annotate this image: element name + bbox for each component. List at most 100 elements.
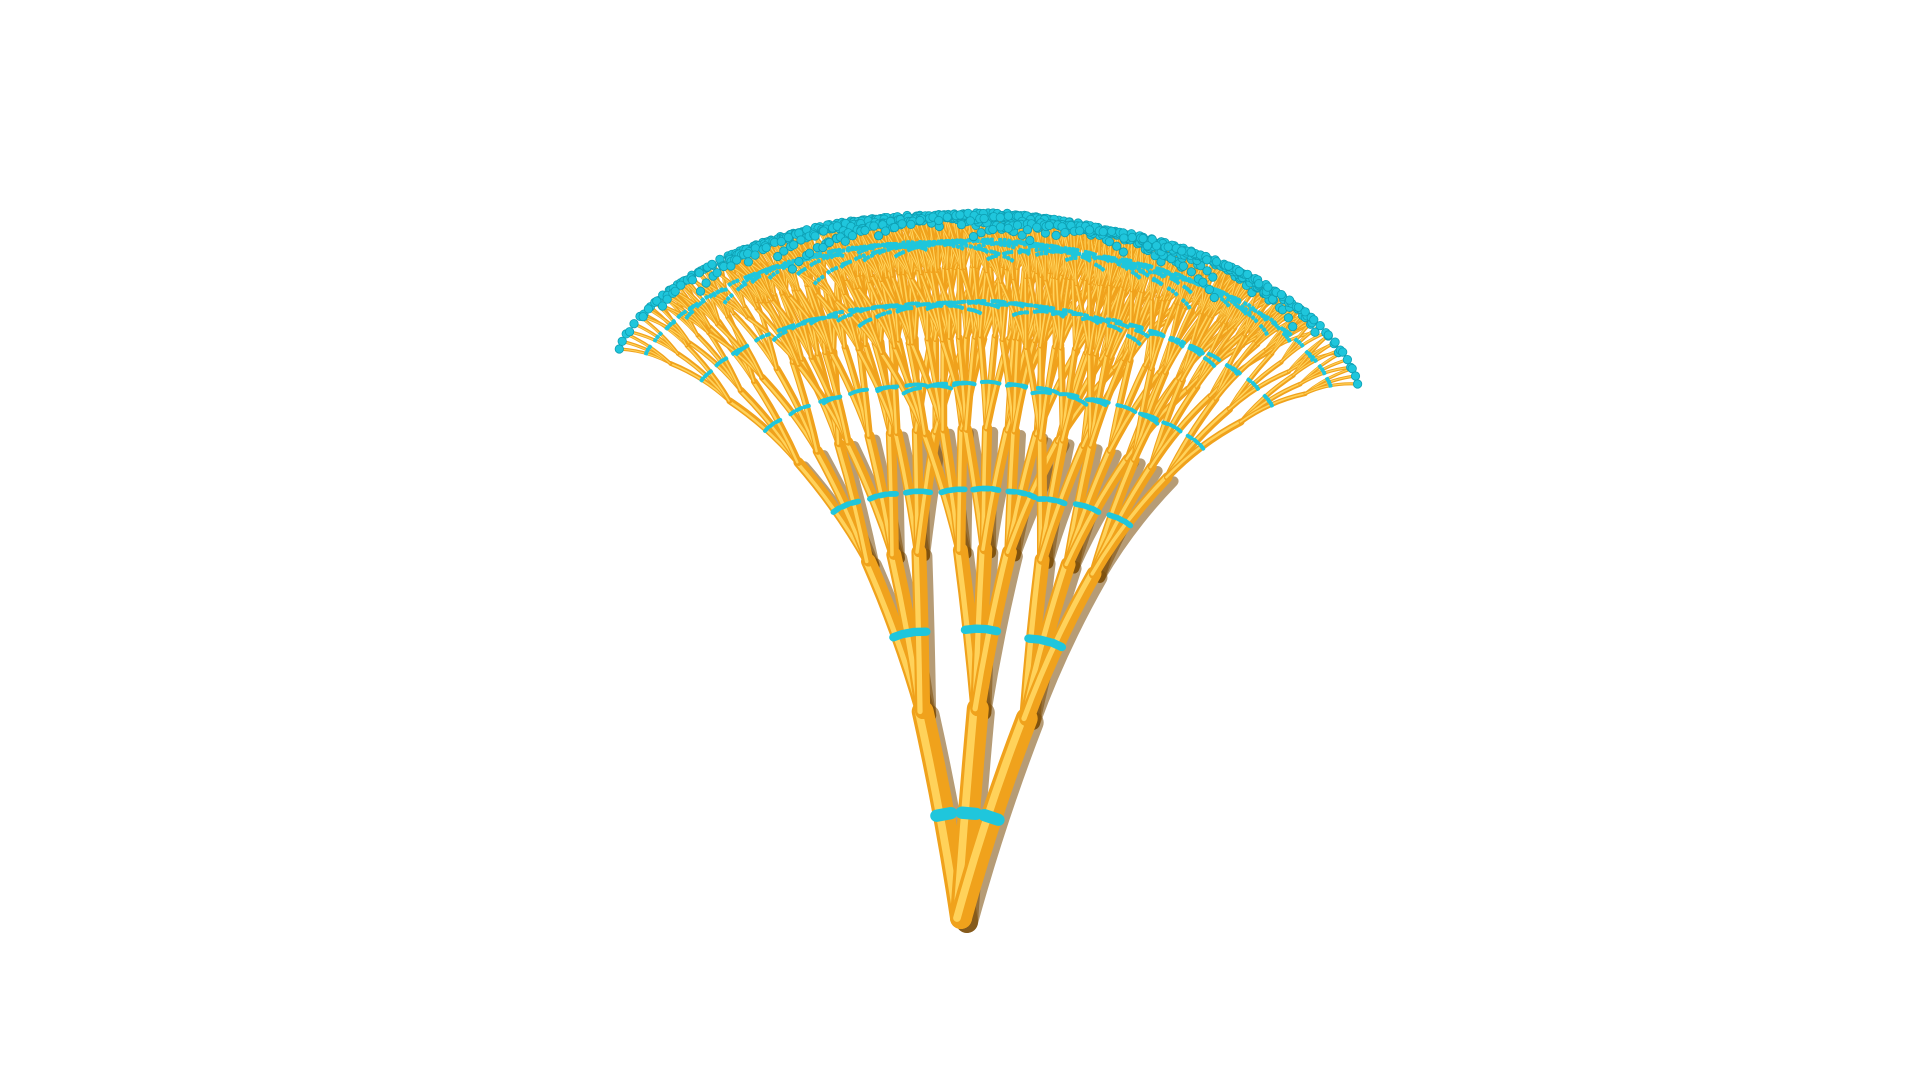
joint-band bbox=[1187, 289, 1193, 295]
joint-band bbox=[647, 344, 653, 350]
joint-band bbox=[897, 251, 902, 257]
joint-band bbox=[982, 625, 1002, 636]
joint-band bbox=[818, 397, 827, 404]
joint-band bbox=[1231, 366, 1238, 372]
joint-band bbox=[912, 382, 921, 387]
joint-band bbox=[841, 248, 846, 253]
joint-band bbox=[992, 380, 1002, 386]
joint-band bbox=[881, 248, 887, 254]
joint-band bbox=[993, 253, 998, 259]
joint-band bbox=[1326, 379, 1332, 385]
joint-band bbox=[1236, 369, 1242, 376]
joint-band bbox=[989, 249, 994, 254]
joint-band bbox=[861, 319, 868, 325]
tip-ball bbox=[1209, 292, 1219, 303]
tip-ball bbox=[796, 235, 806, 245]
joint-band bbox=[785, 324, 792, 330]
tip-ball bbox=[1284, 295, 1295, 305]
joint-band bbox=[821, 255, 827, 261]
joint-band bbox=[1012, 240, 1017, 245]
joint-band bbox=[864, 306, 871, 312]
joint-band bbox=[875, 387, 884, 394]
joint-band bbox=[867, 493, 880, 502]
joint-band bbox=[1083, 250, 1088, 256]
tip-ball bbox=[1276, 289, 1287, 300]
joint-band bbox=[1101, 255, 1106, 260]
joint-band bbox=[980, 298, 987, 304]
joint-band bbox=[861, 253, 867, 258]
joint-band bbox=[901, 243, 906, 248]
joint-band bbox=[1132, 323, 1139, 329]
joint-band bbox=[1039, 247, 1044, 252]
joint-band bbox=[893, 303, 900, 308]
joint-band bbox=[816, 277, 822, 283]
tip-ball bbox=[880, 226, 891, 236]
joint-band bbox=[743, 343, 750, 350]
joint-band bbox=[1049, 243, 1054, 248]
joint-band bbox=[837, 251, 843, 256]
tip-ball bbox=[1104, 237, 1115, 247]
joint-band bbox=[1035, 386, 1045, 391]
joint-band bbox=[1256, 310, 1262, 316]
joint-band bbox=[1073, 255, 1078, 260]
joint-band bbox=[986, 379, 996, 385]
joint-band bbox=[1093, 262, 1099, 268]
joint-band bbox=[1021, 248, 1027, 254]
joint-band bbox=[932, 381, 941, 387]
tip-ball bbox=[1338, 347, 1348, 357]
joint-band bbox=[1173, 291, 1179, 297]
joint-band bbox=[1122, 518, 1134, 529]
joint-band bbox=[796, 270, 802, 276]
tip-ball bbox=[1118, 247, 1129, 257]
joint-band bbox=[1196, 350, 1202, 357]
tip-ball bbox=[965, 216, 975, 226]
joint-band bbox=[1180, 339, 1187, 346]
joint-band bbox=[775, 264, 780, 269]
tip-ball bbox=[743, 249, 753, 259]
joint-band bbox=[989, 241, 995, 247]
joint-band bbox=[754, 337, 761, 343]
joint-band bbox=[926, 243, 932, 248]
joint-band bbox=[1166, 286, 1172, 292]
joint-band bbox=[862, 257, 868, 263]
joint-band bbox=[1011, 311, 1018, 317]
joint-band bbox=[809, 319, 816, 326]
joint-band bbox=[858, 244, 863, 250]
joint-band bbox=[1043, 305, 1050, 310]
tip-ball bbox=[1242, 269, 1253, 279]
tip-ball bbox=[1323, 330, 1333, 340]
joint-band bbox=[971, 308, 978, 314]
joint-band bbox=[939, 381, 949, 386]
joint-band bbox=[775, 269, 780, 275]
joint-band bbox=[676, 314, 682, 320]
tip-ball bbox=[732, 255, 742, 265]
joint-band bbox=[1043, 309, 1049, 314]
joint-band bbox=[1015, 489, 1029, 497]
joint-band bbox=[857, 322, 864, 328]
joint-band bbox=[944, 385, 954, 391]
joint-band bbox=[1023, 310, 1030, 315]
joint-band bbox=[934, 303, 941, 308]
joint-band bbox=[980, 238, 986, 243]
joint-band bbox=[1140, 268, 1146, 274]
joint-band bbox=[1221, 290, 1226, 296]
tip-ball bbox=[1353, 379, 1363, 389]
joint-band bbox=[1324, 376, 1330, 382]
tip-ball bbox=[847, 231, 858, 241]
tip-ball bbox=[1084, 225, 1095, 235]
joint-band bbox=[953, 304, 960, 309]
tip-ball bbox=[1127, 232, 1137, 242]
joint-band bbox=[1106, 323, 1113, 329]
joint-band bbox=[809, 262, 815, 268]
tip-ball bbox=[942, 212, 952, 222]
tip-ball bbox=[889, 222, 900, 233]
joint-band bbox=[1158, 281, 1164, 287]
joint-band bbox=[1258, 323, 1264, 329]
joint-band bbox=[979, 485, 992, 492]
joint-band bbox=[790, 324, 797, 331]
tip-ball bbox=[1177, 246, 1187, 256]
tip-ball bbox=[995, 212, 1005, 222]
joint-band bbox=[1099, 401, 1108, 408]
joint-band bbox=[906, 247, 912, 253]
tip-ball bbox=[726, 261, 736, 271]
